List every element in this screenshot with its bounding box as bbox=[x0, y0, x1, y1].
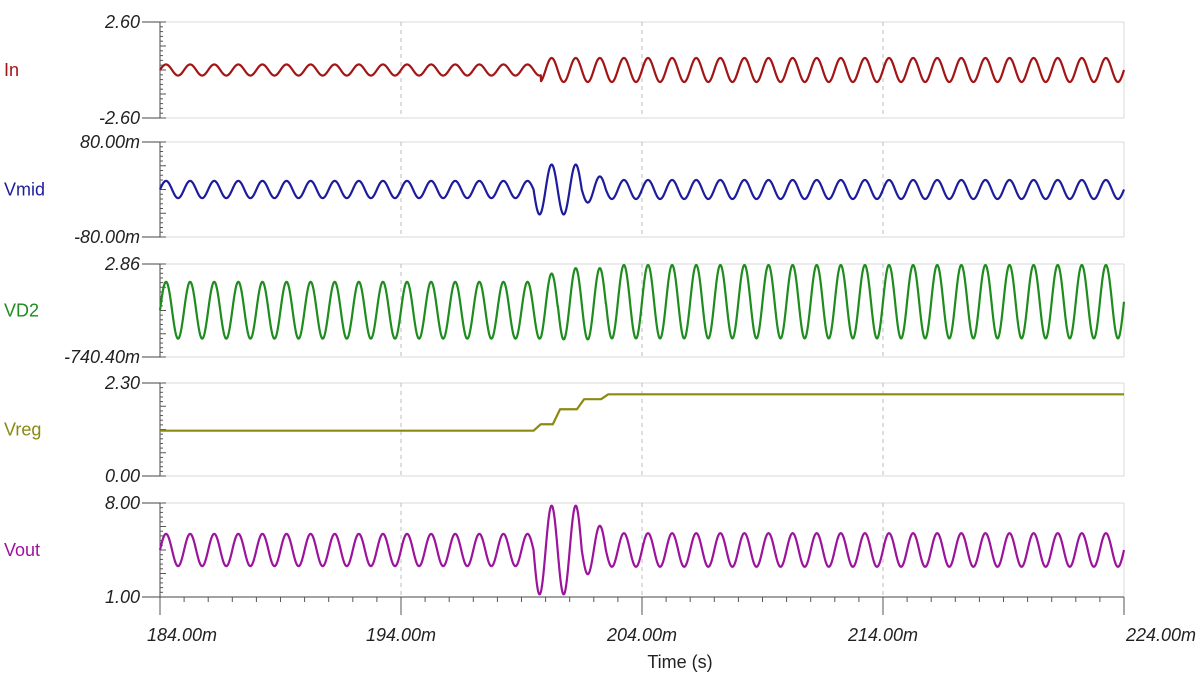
series-line-vd2 bbox=[158, 263, 1126, 341]
x-tick-label: 224.00m bbox=[1125, 625, 1196, 645]
x-tick-label: 184.00m bbox=[147, 625, 217, 645]
y-tick-label-top: 8.00 bbox=[105, 493, 140, 513]
panel-in: 2.60 -2.60 In bbox=[4, 12, 1126, 128]
x-tick-label: 204.00m bbox=[606, 625, 677, 645]
y-tick-label-bottom: -2.60 bbox=[99, 108, 140, 128]
series-line-vreg bbox=[160, 393, 1124, 432]
trace-label-in: In bbox=[4, 60, 19, 80]
trace-label-vreg: Vreg bbox=[4, 420, 41, 440]
panel-vreg: 2.30 0.00 Vreg bbox=[4, 373, 1125, 486]
y-tick-label-bottom: 1.00 bbox=[105, 587, 140, 607]
y-tick-label-bottom: -740.40m bbox=[64, 347, 140, 367]
y-tick-label-bottom: -80.00m bbox=[74, 227, 140, 247]
y-tick-label-top: 2.86 bbox=[104, 254, 141, 274]
series-line-vout bbox=[158, 504, 1126, 596]
x-tick-label: 214.00m bbox=[847, 625, 918, 645]
series-line-in bbox=[159, 56, 1126, 84]
x-tick-label: 194.00m bbox=[366, 625, 436, 645]
y-tick-label-top: 2.60 bbox=[104, 12, 140, 32]
y-tick-label-top: 2.30 bbox=[104, 373, 140, 393]
trace-label-vmid: Vmid bbox=[4, 180, 45, 200]
x-axis: 184.00m 194.00m 204.00m 214.00m 224.00m bbox=[147, 596, 1196, 645]
y-tick-label-top: 80.00m bbox=[80, 132, 140, 152]
panel-vmid: 80.00m -80.00m Vmid bbox=[4, 132, 1126, 247]
series-line-vmid bbox=[158, 163, 1126, 216]
y-tick-label-bottom: 0.00 bbox=[105, 466, 140, 486]
panel-vd2: 2.86 -740.40m VD2 bbox=[4, 254, 1126, 367]
panels-group: 2.60 -2.60 In 80.00m -80.00m Vmid 2.86 -740.40m… bbox=[4, 12, 1126, 607]
trace-label-vout: Vout bbox=[4, 540, 40, 560]
panel-vout: 8.00 1.00 Vout bbox=[4, 493, 1126, 607]
trace-label-vd2: VD2 bbox=[4, 301, 39, 321]
x-axis-title: Time (s) bbox=[647, 652, 712, 672]
